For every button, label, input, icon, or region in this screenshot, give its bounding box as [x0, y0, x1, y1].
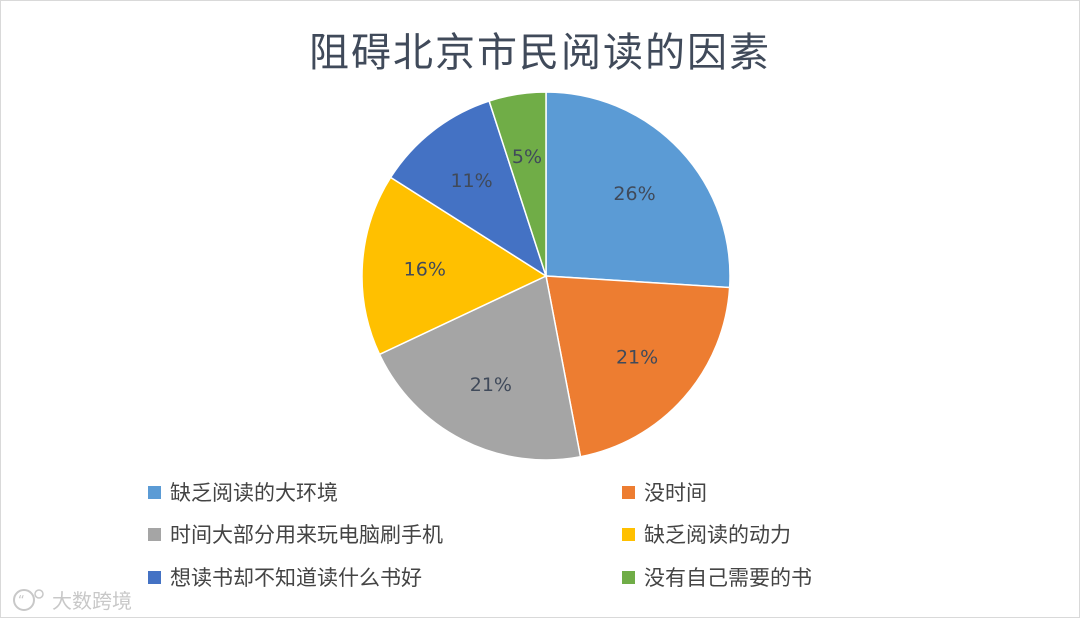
pie-slice-1: [545, 91, 731, 289]
data-label-5: 11%: [450, 170, 492, 192]
legend-swatch: [622, 570, 635, 584]
legend-item-2: 没时间: [622, 477, 707, 507]
watermark: “ 大数跨境: [12, 585, 132, 614]
legend-swatch: [148, 485, 161, 499]
legend-item-4: 缺乏阅读的动力: [622, 519, 791, 549]
legend-label: 缺乏阅读的动力: [644, 523, 791, 547]
legend-label: 缺乏阅读的大环境: [170, 481, 338, 505]
data-label-4: 16%: [404, 258, 446, 280]
legend-swatch: [148, 527, 161, 541]
data-label-1: 26%: [613, 183, 655, 205]
legend-label: 没时间: [644, 481, 707, 505]
legend-label: 时间大部分用来玩电脑刷手机: [170, 523, 443, 547]
pie-slice-5: [389, 100, 548, 278]
pie-slice-4: [361, 176, 548, 356]
legend-item-6: 没有自己需要的书: [622, 562, 812, 592]
legend-label: 想读书却不知道读什么书好: [170, 566, 422, 590]
legend-item-3: 时间大部分用来玩电脑刷手机: [148, 519, 443, 549]
legend-label: 没有自己需要的书: [644, 566, 812, 590]
legend-item-5: 想读书却不知道读什么书好: [148, 562, 422, 592]
pie-slice-2: [545, 275, 731, 458]
chart-title: 阻碍北京市民阅读的因素: [309, 30, 771, 76]
pie-slice-6: [488, 91, 547, 277]
quote-bubble-icon: “: [12, 588, 46, 612]
watermark-text: 大数跨境: [52, 589, 132, 613]
data-label-2: 21%: [616, 346, 658, 368]
data-label-3: 21%: [470, 374, 512, 396]
legend-swatch: [622, 485, 635, 499]
legend-swatch: [148, 570, 161, 584]
pie-slice-3: [378, 274, 582, 461]
legend-swatch: [622, 527, 635, 541]
legend-item-1: 缺乏阅读的大环境: [148, 477, 338, 507]
data-label-6: 5%: [512, 146, 542, 168]
svg-text:“: “: [18, 594, 25, 609]
